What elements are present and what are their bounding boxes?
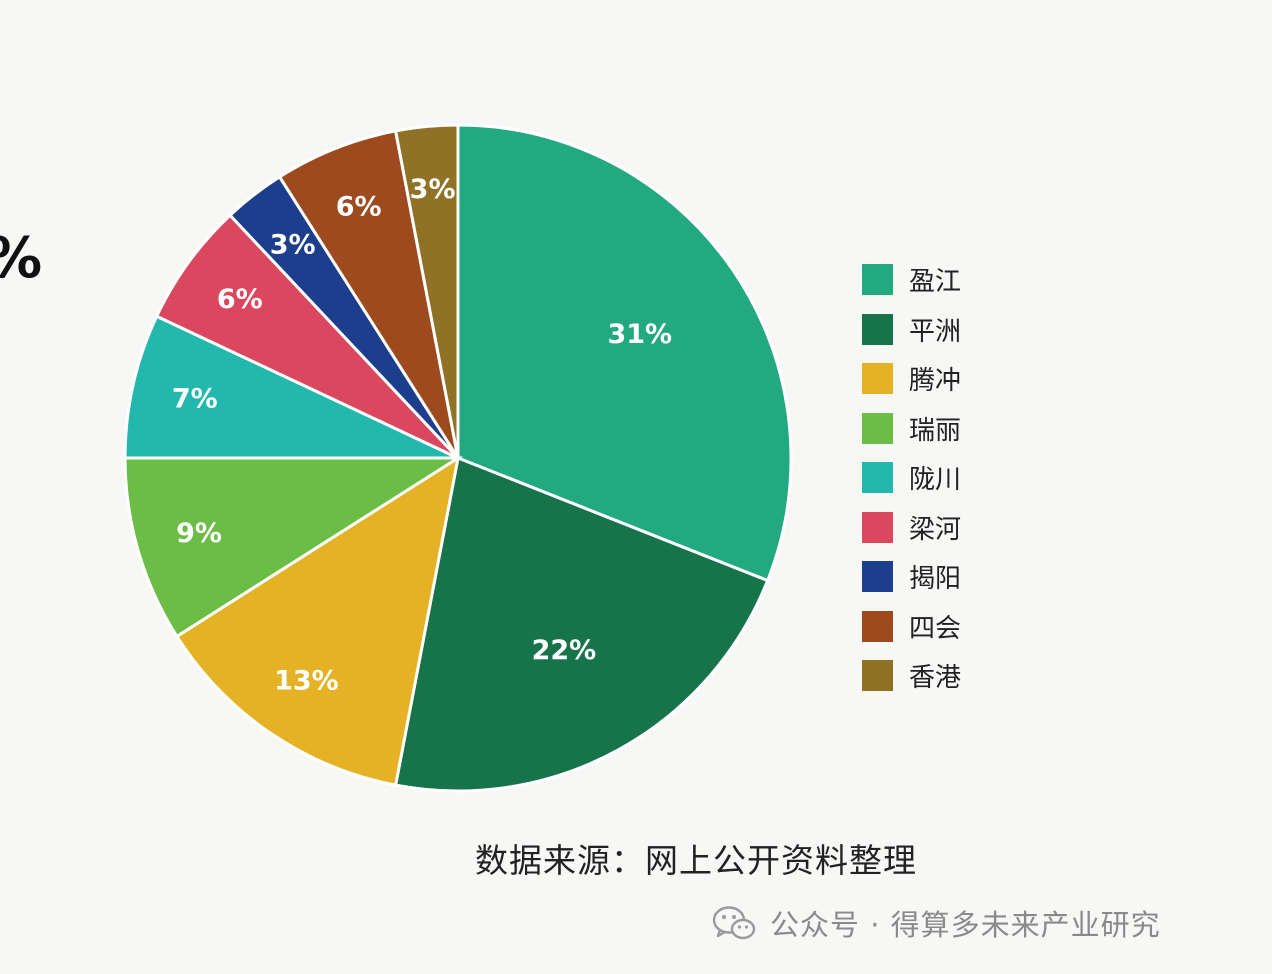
slice-value-label: 22% — [532, 635, 597, 666]
watermark-text: 公众号 · 得算多未来产业研究 — [770, 908, 1161, 942]
legend-label: 腾冲 — [909, 366, 962, 397]
slice-value-label: 9% — [176, 518, 222, 549]
cropped-text-fragment: % — [0, 226, 42, 291]
pie-slice-1 — [393, 455, 770, 793]
legend-swatch — [862, 561, 893, 593]
legend-swatch — [862, 610, 893, 642]
slice-value-label: 31% — [607, 319, 672, 350]
legend-item: 揭阳 — [862, 552, 961, 602]
slice-value-label: 6% — [217, 284, 263, 315]
legend-label: 梁河 — [909, 514, 962, 545]
legend-label: 瑞丽 — [909, 415, 962, 446]
legend-label: 揭阳 — [909, 564, 962, 595]
slice-value-label: 3% — [410, 174, 456, 205]
pie-slice-2 — [174, 454, 461, 787]
legend-swatch — [862, 313, 893, 345]
legend-item: 平洲 — [862, 305, 961, 355]
legend-item: 香港 — [862, 651, 961, 701]
legend-item: 瑞丽 — [862, 404, 961, 454]
data-source-note: 数据来源：网上公开资料整理 — [475, 841, 917, 880]
pie-slice-3 — [123, 456, 464, 639]
legend-swatch — [862, 462, 893, 494]
legend-label: 盈江 — [909, 267, 962, 298]
chart-legend: 盈江平洲腾冲瑞丽陇川梁河揭阳四会香港 — [862, 255, 961, 701]
legend-swatch — [862, 363, 893, 395]
slice-value-label: 6% — [336, 192, 382, 223]
slice-value-label: 13% — [274, 666, 339, 697]
slice-value-label: 7% — [172, 384, 218, 415]
pie-slice-8 — [393, 123, 460, 459]
legend-label: 香港 — [909, 663, 962, 694]
pie-slice-4 — [123, 314, 459, 460]
pie-slice-0 — [456, 123, 793, 583]
legend-label: 陇川 — [909, 465, 962, 496]
legend-swatch — [862, 412, 893, 444]
legend-label: 四会 — [909, 613, 962, 644]
slice-value-label: 3% — [270, 229, 316, 260]
pie-slice-labels: 31%22%13%9%7%6%3%6%3% — [172, 174, 672, 697]
legend-item: 盈江 — [862, 255, 961, 305]
legend-item: 陇川 — [862, 453, 961, 503]
legend-swatch — [862, 511, 893, 543]
legend-label: 平洲 — [909, 316, 962, 347]
wechat-icon — [712, 906, 756, 940]
legend-item: 梁河 — [862, 503, 961, 553]
legend-swatch — [862, 660, 893, 692]
legend-swatch — [862, 264, 893, 296]
pie-slices — [123, 123, 793, 793]
pie-slice-7 — [277, 129, 460, 459]
legend-item: 腾冲 — [862, 354, 961, 404]
legend-item: 四会 — [862, 602, 961, 652]
pie-slice-5 — [154, 213, 460, 460]
watermark: 公众号 · 得算多未来产业研究 — [712, 902, 1161, 944]
